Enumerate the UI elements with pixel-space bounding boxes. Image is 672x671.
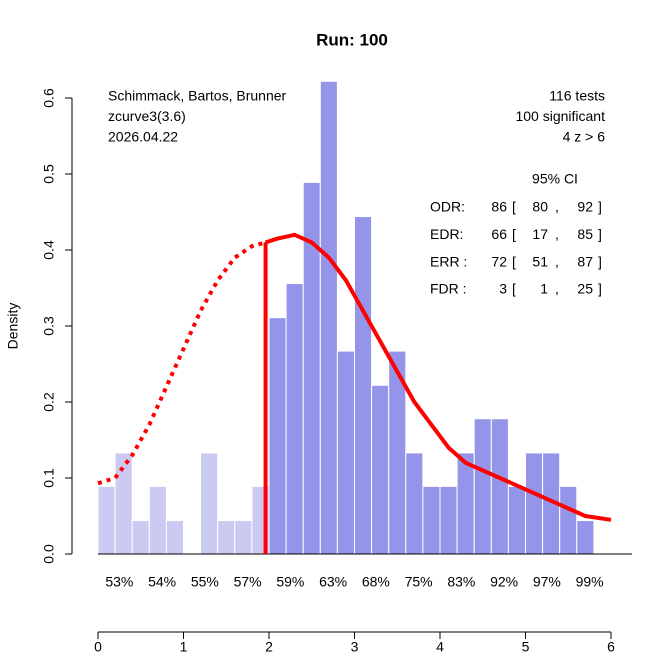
density-curve (264, 232, 612, 522)
ci-comma: , (555, 281, 559, 297)
ci-lower: 1 (540, 281, 548, 297)
ci-bracket: ] (598, 281, 602, 297)
bar (217, 520, 236, 555)
bar (439, 485, 458, 555)
y-tick-label: 0.3 (41, 316, 57, 336)
ci-bracket: ] (598, 199, 602, 215)
ci-bracket: ] (598, 226, 602, 242)
bar (268, 317, 287, 555)
ci-comma: , (555, 199, 559, 215)
power-label: 55% (191, 574, 219, 590)
ci-upper: 85 (577, 226, 593, 242)
bar (319, 80, 338, 555)
ci-label: ERR : (430, 253, 467, 269)
bar (576, 520, 595, 555)
bar (336, 350, 355, 555)
bar (97, 485, 116, 555)
power-label: 75% (405, 574, 433, 590)
bar (559, 485, 578, 555)
power-label: 57% (234, 574, 262, 590)
ci-lower: 51 (532, 253, 548, 269)
ci-bracket: [ (512, 281, 516, 297)
ci-lower: 80 (532, 199, 548, 215)
bar (200, 452, 219, 555)
bar (490, 418, 509, 555)
power-label: 68% (362, 574, 390, 590)
ci-estimate: 86 (491, 199, 507, 215)
bar (422, 485, 441, 555)
ci-bracket: [ (512, 226, 516, 242)
bar (131, 520, 150, 555)
y-tick-label: 0.2 (41, 392, 57, 412)
ci-bracket: [ (512, 199, 516, 215)
power-label: 97% (533, 574, 561, 590)
ci-bracket: ] (598, 253, 602, 269)
bar (405, 452, 424, 555)
x-tick-label: 3 (351, 639, 359, 655)
ci-upper: 25 (577, 281, 593, 297)
x-tick-label: 2 (265, 639, 273, 655)
x-tick-label: 4 (436, 639, 444, 655)
ci-estimate: 66 (491, 226, 507, 242)
ci-bracket: [ (512, 253, 516, 269)
ci-label: ODR: (430, 199, 465, 215)
y-tick-label: 0.5 (41, 164, 57, 184)
ci-label: EDR: (430, 226, 463, 242)
power-label: 59% (276, 574, 304, 590)
bar (354, 216, 373, 555)
bar (371, 384, 390, 555)
note-left: Schimmack, Bartos, Brunner (108, 88, 287, 104)
bar (456, 452, 475, 555)
ci-label: FDR : (430, 281, 467, 297)
power-label: 92% (490, 574, 518, 590)
x-tick-label: 5 (522, 639, 530, 655)
bar (148, 485, 167, 555)
power-label: 54% (148, 574, 176, 590)
note-right: 100 significant (515, 108, 605, 124)
note-left: 2026.04.22 (108, 129, 178, 145)
bar (507, 485, 526, 555)
note-left: zcurve3(3.6) (108, 108, 186, 124)
ci-estimate: 72 (491, 253, 507, 269)
power-label: 53% (105, 574, 133, 590)
ci-header: 95% CI (532, 171, 578, 187)
power-label: 99% (576, 574, 604, 590)
y-tick-label: 0.4 (41, 240, 57, 260)
chart-title: Run: 100 (316, 30, 388, 49)
ci-lower: 17 (532, 226, 548, 242)
ci-estimate: 3 (499, 281, 507, 297)
note-right: 116 tests (549, 88, 605, 104)
bar (165, 520, 184, 555)
bar (473, 418, 492, 555)
ci-comma: , (555, 253, 559, 269)
x-tick-label: 1 (180, 639, 188, 655)
y-tick-label: 0.6 (41, 88, 57, 108)
bar (234, 520, 253, 555)
bar (525, 452, 544, 555)
power-label: 63% (319, 574, 347, 590)
ci-comma: , (555, 226, 559, 242)
bar (285, 282, 304, 555)
ci-upper: 87 (577, 253, 593, 269)
x-tick-label: 6 (607, 639, 615, 655)
y-axis-label: Density (5, 303, 21, 350)
y-tick-label: 0.0 (41, 544, 57, 564)
density-curve (97, 240, 267, 486)
y-tick-label: 0.1 (41, 468, 57, 488)
x-tick-label: 0 (94, 639, 102, 655)
ci-upper: 92 (577, 199, 593, 215)
power-label: 83% (447, 574, 475, 590)
note-right: 4 z > 6 (563, 129, 606, 145)
